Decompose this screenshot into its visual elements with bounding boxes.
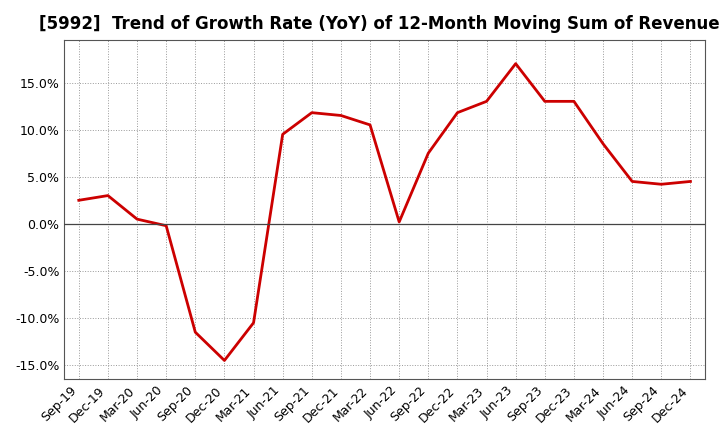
Title: [5992]  Trend of Growth Rate (YoY) of 12-Month Moving Sum of Revenues: [5992] Trend of Growth Rate (YoY) of 12-… (40, 15, 720, 33)
